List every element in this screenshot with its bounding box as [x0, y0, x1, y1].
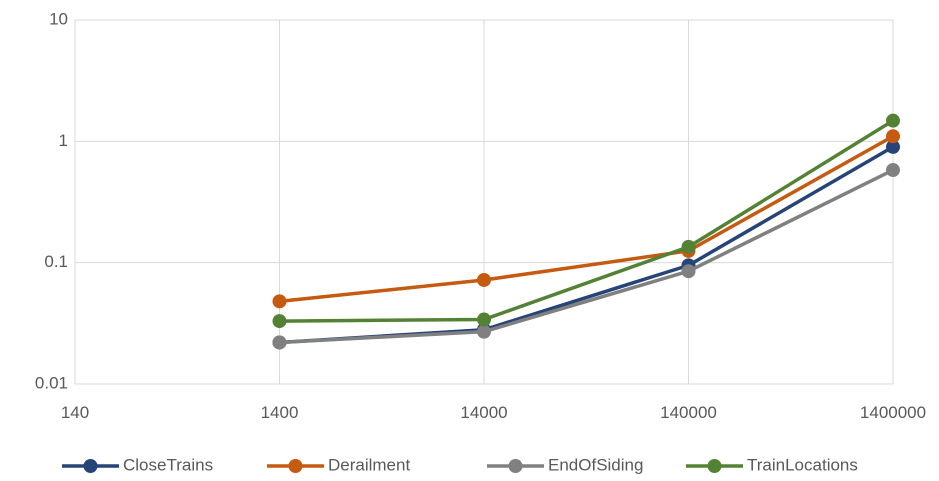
data-point-endofsiding	[886, 163, 900, 178]
series-line-trainlocations	[277, 118, 895, 323]
legend-marker-derailment	[288, 459, 303, 473]
data-point-endofsiding	[272, 335, 287, 350]
legend-marker-trainlocations	[707, 459, 722, 473]
x-tick-label: 140	[61, 403, 89, 422]
y-tick-label: 0.01	[35, 373, 68, 392]
series-line-derailment	[277, 134, 895, 304]
legend-label-endofsiding: EndOfSiding	[548, 455, 643, 474]
data-point-trainlocations	[886, 113, 900, 128]
data-point-derailment	[886, 129, 900, 144]
data-point-trainlocations	[681, 239, 696, 254]
data-point-endofsiding	[477, 324, 491, 339]
x-tick-label: 1400000	[860, 403, 926, 422]
data-point-derailment	[272, 294, 287, 309]
legend-label-trainlocations: TrainLocations	[747, 455, 858, 474]
data-point-closetrains	[886, 139, 900, 154]
series-line-endofsiding	[277, 168, 895, 345]
legend-marker-endofsiding	[508, 459, 523, 473]
legend-label-closetrains: CloseTrains	[123, 455, 213, 474]
data-point-trainlocations	[477, 312, 491, 327]
y-tick-label: 0.1	[44, 252, 68, 271]
x-tick-label: 14000	[460, 403, 507, 422]
y-axis-tick-labels: 10 1 0.1 0.01	[35, 9, 68, 392]
x-tick-label: 1400	[261, 403, 299, 422]
gridlines	[74, 19, 894, 385]
x-axis-tick-labels: 140 1400 14000 140000 1400000	[61, 403, 926, 422]
series-group	[272, 113, 900, 350]
x-tick-label: 140000	[660, 403, 717, 422]
data-point-derailment	[477, 272, 491, 287]
data-point-trainlocations	[272, 314, 287, 329]
legend: CloseTrains Derailment EndOfSiding Train…	[62, 455, 858, 474]
y-tick-label: 10	[49, 9, 68, 28]
data-point-endofsiding	[681, 264, 696, 279]
y-tick-label: 1	[59, 131, 68, 150]
legend-label-derailment: Derailment	[328, 455, 410, 474]
legend-marker-closetrains	[83, 459, 98, 473]
